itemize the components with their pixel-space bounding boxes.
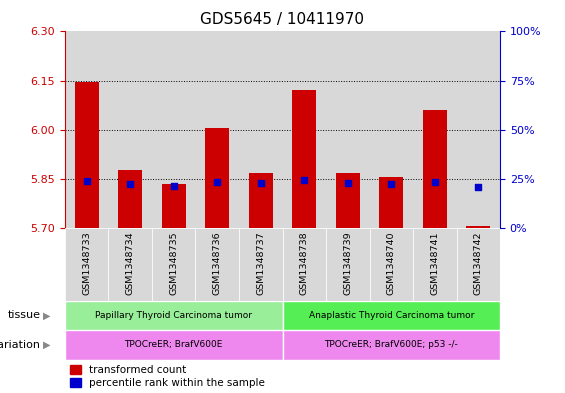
Bar	[379, 176, 403, 228]
Bar	[326, 31, 370, 228]
Text: GSM1348735: GSM1348735	[170, 231, 178, 295]
Text: GSM1348737: GSM1348737	[257, 231, 265, 295]
Bar	[466, 226, 490, 228]
Text: GSM1348738: GSM1348738	[300, 231, 308, 295]
Point	[473, 184, 483, 190]
FancyBboxPatch shape	[239, 228, 282, 301]
Text: GSM1348736: GSM1348736	[213, 231, 221, 295]
FancyBboxPatch shape	[152, 228, 195, 301]
Bar	[75, 81, 99, 228]
Point	[430, 178, 439, 185]
FancyBboxPatch shape	[370, 228, 413, 301]
Text: GSM1348741: GSM1348741	[431, 231, 439, 295]
Text: tissue: tissue	[8, 310, 41, 320]
Bar	[108, 31, 152, 228]
FancyBboxPatch shape	[282, 228, 326, 301]
Legend: transformed count, percentile rank within the sample: transformed count, percentile rank withi…	[70, 365, 265, 388]
Text: ▶: ▶	[43, 340, 50, 350]
Bar	[152, 31, 195, 228]
FancyBboxPatch shape	[326, 228, 370, 301]
Bar	[118, 170, 142, 228]
Text: GSM1348734: GSM1348734	[126, 231, 134, 295]
Bar	[205, 128, 229, 228]
FancyBboxPatch shape	[65, 228, 108, 301]
Point	[169, 182, 178, 189]
FancyBboxPatch shape	[457, 228, 500, 301]
FancyBboxPatch shape	[65, 330, 282, 360]
Point	[299, 177, 308, 183]
Text: TPOCreER; BrafV600E; p53 -/-: TPOCreER; BrafV600E; p53 -/-	[324, 340, 458, 349]
FancyBboxPatch shape	[282, 301, 500, 330]
Bar	[239, 31, 282, 228]
FancyBboxPatch shape	[65, 301, 282, 330]
Bar	[162, 184, 186, 228]
FancyBboxPatch shape	[413, 228, 457, 301]
Bar	[249, 173, 273, 228]
Point	[125, 181, 134, 187]
Bar	[282, 31, 326, 228]
Point	[386, 181, 396, 187]
FancyBboxPatch shape	[282, 330, 500, 360]
Text: genotype/variation: genotype/variation	[0, 340, 41, 350]
Text: GSM1348740: GSM1348740	[387, 231, 396, 295]
Bar	[336, 173, 360, 228]
Text: GSM1348733: GSM1348733	[82, 231, 91, 295]
Text: Anaplastic Thyroid Carcinoma tumor: Anaplastic Thyroid Carcinoma tumor	[308, 311, 474, 320]
Text: GSM1348739: GSM1348739	[344, 231, 352, 295]
Text: GSM1348742: GSM1348742	[474, 231, 483, 295]
Bar	[370, 31, 413, 228]
Text: TPOCreER; BrafV600E: TPOCreER; BrafV600E	[124, 340, 223, 349]
Text: Papillary Thyroid Carcinoma tumor: Papillary Thyroid Carcinoma tumor	[95, 311, 252, 320]
Bar	[292, 90, 316, 228]
Title: GDS5645 / 10411970: GDS5645 / 10411970	[201, 13, 364, 28]
Point	[212, 178, 221, 185]
Bar	[65, 31, 108, 228]
Bar	[413, 31, 457, 228]
Bar	[195, 31, 239, 228]
FancyBboxPatch shape	[195, 228, 239, 301]
Bar	[423, 110, 447, 228]
FancyBboxPatch shape	[108, 228, 152, 301]
Point	[82, 178, 92, 184]
Point	[343, 180, 352, 186]
Text: ▶: ▶	[43, 310, 50, 320]
Point	[256, 180, 265, 186]
Bar	[457, 31, 500, 228]
